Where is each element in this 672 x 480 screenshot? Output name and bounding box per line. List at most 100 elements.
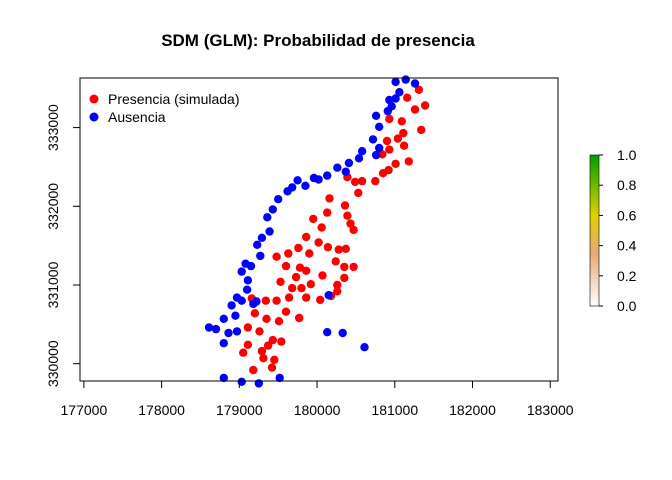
point-ausencia xyxy=(385,95,394,105)
x-tick-label: 181000 xyxy=(371,402,418,418)
point-ausencia xyxy=(243,276,253,285)
point-ausencia xyxy=(301,181,310,190)
point-presencia xyxy=(318,271,327,280)
point-presencia xyxy=(378,150,387,159)
point-ausencia xyxy=(224,328,233,338)
point-presencia xyxy=(397,117,406,126)
point-presencia xyxy=(331,257,340,266)
point-ausencia xyxy=(333,163,342,172)
point-ausencia xyxy=(360,343,369,352)
point-presencia xyxy=(399,128,408,138)
point-ausencia xyxy=(237,377,246,386)
point-ausencia xyxy=(274,195,283,204)
point-presencia xyxy=(371,176,380,186)
point-presencia xyxy=(349,262,358,272)
point-presencia xyxy=(288,283,297,293)
point-presencia xyxy=(243,340,253,349)
point-presencia xyxy=(295,263,305,272)
point-ausencia xyxy=(391,94,400,103)
point-presencia xyxy=(302,293,311,302)
point-ausencia xyxy=(368,135,378,144)
point-ausencia xyxy=(371,150,381,160)
point-ausencia xyxy=(252,297,261,306)
legend-label-presencia: Presencia (simulada) xyxy=(108,91,240,107)
point-ausencia xyxy=(375,122,384,131)
point-presencia xyxy=(255,327,264,336)
y-tick-label: 333000 xyxy=(45,104,61,151)
point-presencia xyxy=(399,141,409,150)
point-ausencia xyxy=(211,324,221,334)
point-presencia xyxy=(323,208,332,217)
point-ausencia xyxy=(237,267,246,276)
point-presencia xyxy=(357,176,367,186)
point-ausencia xyxy=(219,373,228,383)
point-ausencia xyxy=(268,205,277,214)
legend-label-ausencia: Ausencia xyxy=(108,109,166,125)
point-ausencia xyxy=(338,328,347,338)
point-presencia xyxy=(333,287,342,296)
point-presencia xyxy=(343,211,352,220)
point-presencia xyxy=(294,243,303,253)
point-presencia xyxy=(267,363,277,372)
point-ausencia xyxy=(324,291,333,300)
point-ausencia xyxy=(232,327,242,336)
point-ausencia xyxy=(253,240,262,249)
point-presencia xyxy=(325,194,334,203)
data-points xyxy=(204,75,430,388)
point-ausencia xyxy=(283,187,292,196)
point-presencia xyxy=(317,223,326,232)
point-presencia xyxy=(272,296,281,305)
y-axis: 330000 331000 332000 333000 xyxy=(45,104,81,387)
y-tick-label: 332000 xyxy=(45,183,61,230)
point-presencia xyxy=(314,238,323,247)
point-ausencia xyxy=(227,301,236,310)
point-presencia xyxy=(316,295,325,305)
point-ausencia xyxy=(231,311,240,320)
point-presencia xyxy=(341,244,350,253)
point-presencia xyxy=(259,354,268,363)
colorbar-tick-label: 0.0 xyxy=(617,298,637,314)
x-axis: 177000 178000 179000 180000 181000 182000 1830… xyxy=(61,380,574,418)
point-presencia xyxy=(243,323,253,332)
x-tick-label: 178000 xyxy=(138,402,185,418)
point-ausencia xyxy=(383,106,392,116)
point-ausencia xyxy=(275,373,284,383)
point-ausencia xyxy=(309,173,319,183)
point-ausencia xyxy=(254,379,263,388)
point-presencia xyxy=(410,105,420,114)
legend: Presencia (simulada) Ausencia xyxy=(89,91,240,125)
point-presencia xyxy=(281,307,291,316)
colorbar-tick-label: 0.6 xyxy=(617,207,637,223)
point-presencia xyxy=(350,177,360,187)
legend-marker-presencia xyxy=(89,94,99,104)
colorbar: 0.0 0.2 0.4 0.6 0.8 1.0 xyxy=(589,147,637,314)
point-presencia xyxy=(382,136,392,146)
point-presencia xyxy=(403,93,412,102)
point-presencia xyxy=(309,214,318,224)
point-presencia xyxy=(277,337,286,346)
y-tick-label: 330000 xyxy=(45,340,61,387)
point-presencia xyxy=(393,134,403,143)
point-presencia xyxy=(297,283,306,293)
point-presencia xyxy=(323,243,333,252)
point-ausencia xyxy=(257,233,267,242)
colorbar-gradient xyxy=(589,154,600,307)
point-ausencia xyxy=(344,158,354,168)
y-tick-label: 331000 xyxy=(45,261,61,308)
point-presencia xyxy=(354,188,363,198)
colorbar-ticks: 0.0 0.2 0.4 0.6 0.8 1.0 xyxy=(599,147,637,314)
point-ausencia xyxy=(401,75,410,84)
point-presencia xyxy=(305,249,314,258)
colorbar-tick-label: 0.4 xyxy=(617,238,637,254)
point-presencia xyxy=(295,313,304,323)
point-presencia xyxy=(276,277,285,286)
point-presencia xyxy=(417,125,426,135)
colorbar-tick-label: 1.0 xyxy=(617,147,637,163)
point-presencia xyxy=(272,252,281,261)
point-presencia xyxy=(302,266,311,275)
point-presencia xyxy=(340,273,349,283)
point-presencia xyxy=(239,348,248,357)
point-ausencia xyxy=(241,259,250,268)
colorbar-tick-label: 0.2 xyxy=(617,268,637,284)
